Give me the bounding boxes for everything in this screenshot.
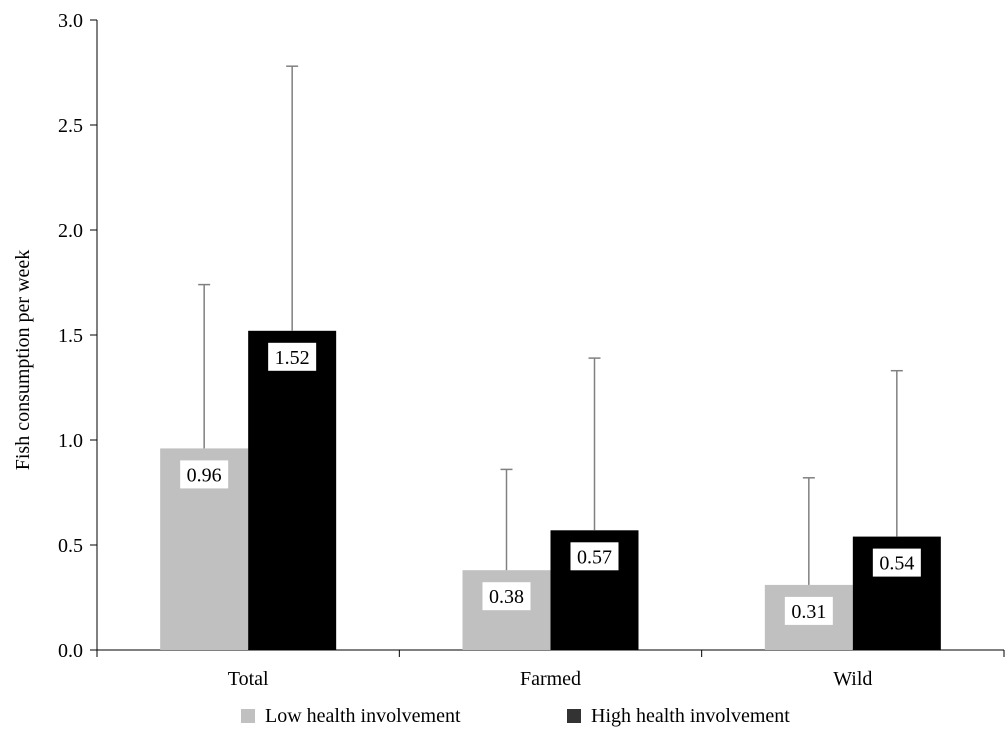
- x-category-label: Farmed: [520, 668, 581, 690]
- data-label: 0.38: [489, 586, 524, 608]
- y-axis-title: Fish consumption per week: [12, 250, 34, 471]
- y-tick-labels: 0.0 0.5 1.0 1.5 2.0 2.5 3.0: [58, 10, 83, 662]
- legend-swatch: [567, 709, 581, 723]
- data-label-box: [268, 342, 317, 371]
- y-tick-label: 1.0: [58, 430, 83, 452]
- legend-label: High health involvement: [591, 705, 790, 727]
- data-label-box: [570, 542, 619, 571]
- data-label: 0.57: [577, 546, 612, 568]
- bars: [160, 330, 941, 650]
- y-axis: [90, 19, 98, 651]
- data-label-box: [872, 548, 921, 577]
- y-tick-label: 0.5: [58, 535, 83, 557]
- y-tick-label: 2.0: [58, 220, 83, 242]
- data-label-box: [180, 460, 229, 489]
- x-category-labels: Total Farmed Wild: [228, 668, 873, 690]
- data-label-box: [784, 596, 833, 625]
- error-bars: [198, 65, 903, 585]
- x-category-label: Wild: [833, 668, 872, 690]
- data-labels: 0.96 1.52 0.38 0.57 0.31 0.54: [180, 342, 921, 625]
- data-label: 0.96: [187, 464, 222, 486]
- legend-swatch: [241, 709, 255, 723]
- x-axis: [96, 649, 1005, 657]
- y-tick-label: 0.0: [58, 640, 83, 662]
- legend-label: Low health involvement: [265, 705, 461, 727]
- data-label-box: [482, 582, 531, 611]
- y-tick-label: 1.5: [58, 325, 83, 347]
- legend: Low health involvement High health involv…: [241, 705, 790, 727]
- data-label: 0.54: [879, 553, 914, 575]
- bar: [248, 330, 337, 650]
- x-category-label: Total: [228, 668, 269, 690]
- y-tick-label: 3.0: [58, 10, 83, 32]
- data-label: 1.52: [275, 347, 310, 369]
- data-label: 0.31: [791, 601, 826, 623]
- y-tick-label: 2.5: [58, 115, 83, 137]
